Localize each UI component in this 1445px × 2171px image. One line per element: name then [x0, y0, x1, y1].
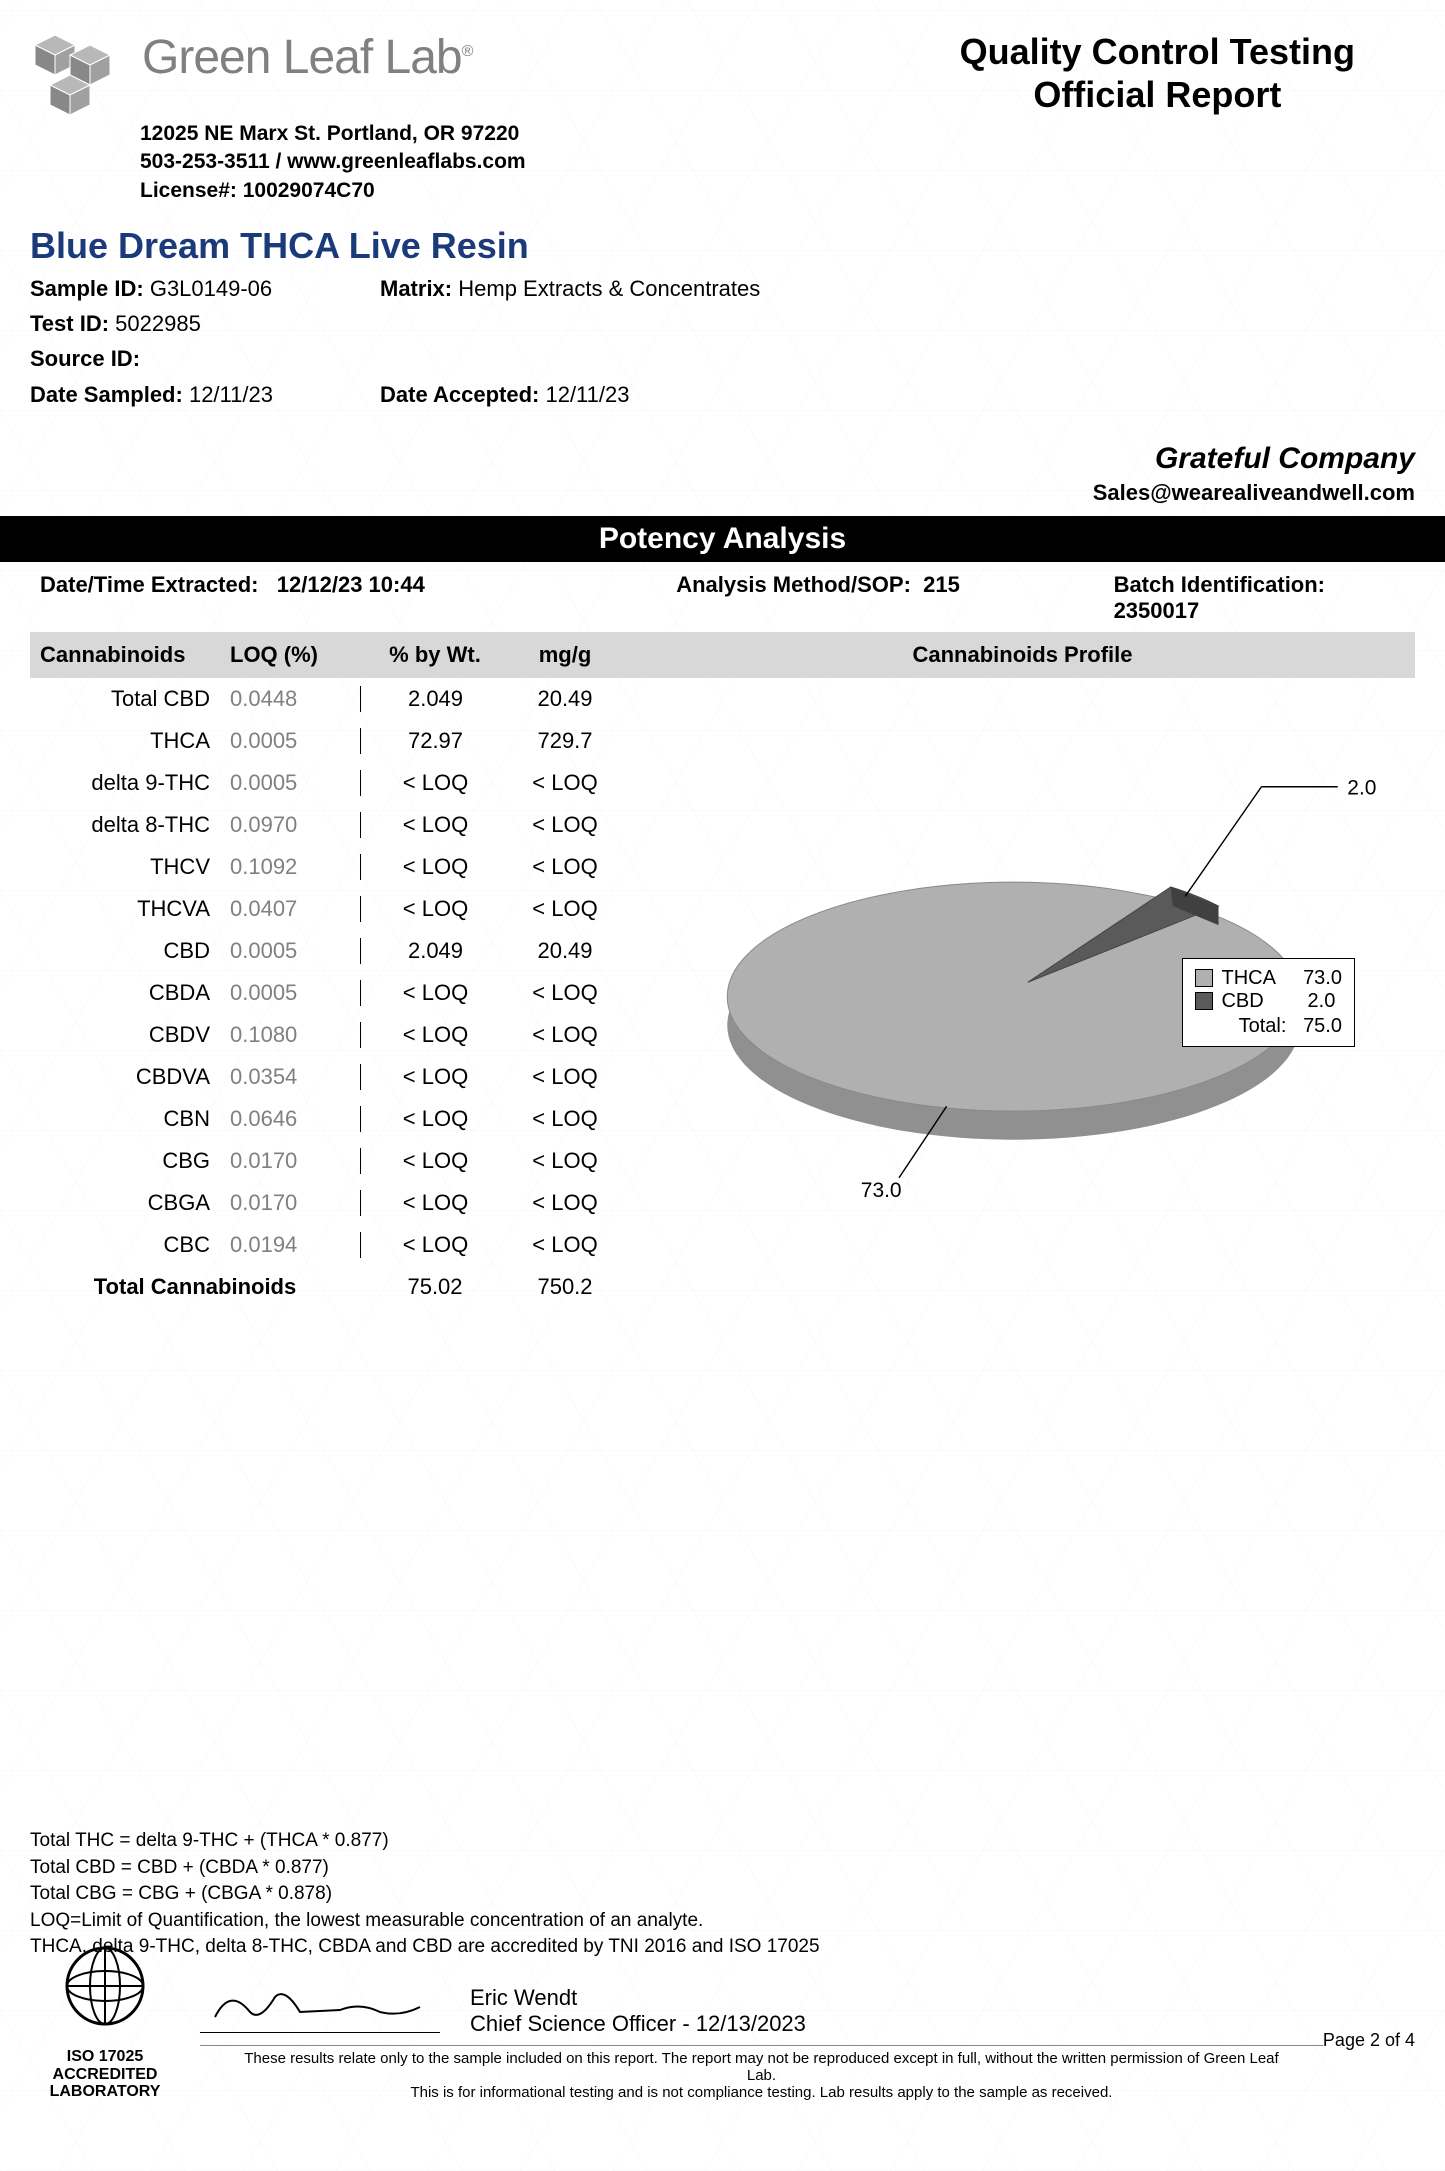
cannabinoids-table: Total CBD0.04482.04920.49THCA0.000572.97…: [30, 678, 630, 1308]
logo-icon: [30, 30, 130, 130]
company-name: Grateful Company: [30, 442, 1415, 476]
table-row: CBC0.0194< LOQ< LOQ: [30, 1224, 630, 1266]
section-title: Potency Analysis: [0, 516, 1445, 562]
table-row: CBGA0.0170< LOQ< LOQ: [30, 1182, 630, 1224]
table-row: Total CBD0.04482.04920.49: [30, 678, 630, 720]
sample-metadata: Sample ID: G3L0149-06 Matrix: Hemp Extra…: [30, 271, 1415, 412]
profile-header: Cannabinoids Profile: [630, 632, 1415, 678]
signatory-title: Chief Science Officer - 12/13/2023: [470, 2011, 806, 2037]
product-name: Blue Dream THCA Live Resin: [30, 225, 1415, 267]
company-block: Grateful Company Sales@wearealiveandwell…: [30, 442, 1415, 506]
callout-thca: 73.0: [861, 1179, 902, 1202]
signatory-name: Eric Wendt: [470, 1985, 806, 2011]
analysis-metadata: Date/Time Extracted: 12/12/23 10:44 Anal…: [30, 562, 1415, 632]
lab-name: Green Leaf Lab®: [142, 30, 472, 85]
table-row: CBD0.00052.04920.49: [30, 930, 630, 972]
table-row: CBDVA0.0354< LOQ< LOQ: [30, 1056, 630, 1098]
table-header: Cannabinoids LOQ (%) % by Wt. mg/g: [30, 632, 630, 678]
chart-legend: THCA 73.0 CBD 2.0 Total: 75.0: [1182, 958, 1355, 1047]
disclaimer: These results relate only to the sample …: [200, 2045, 1323, 2101]
table-row: CBN0.0646< LOQ< LOQ: [30, 1098, 630, 1140]
company-email: Sales@wearealiveandwell.com: [30, 480, 1415, 506]
table-row: CBG0.0170< LOQ< LOQ: [30, 1140, 630, 1182]
signature-line: [200, 1983, 440, 2033]
table-row: THCA0.000572.97729.7: [30, 720, 630, 762]
globe-icon: [45, 1941, 165, 2041]
table-row: delta 9-THC0.0005< LOQ< LOQ: [30, 762, 630, 804]
callout-cbd: 2.0: [1347, 776, 1376, 799]
lab-address: 12025 NE Marx St. Portland, OR 97220 503…: [140, 120, 1415, 205]
report-title: Quality Control Testing Official Report: [960, 30, 1415, 116]
page-number: Page 2 of 4: [1323, 2030, 1415, 2101]
table-total-row: Total Cannabinoids75.02750.2: [30, 1266, 630, 1308]
table-row: THCVA0.0407< LOQ< LOQ: [30, 888, 630, 930]
table-row: CBDA0.0005< LOQ< LOQ: [30, 972, 630, 1014]
table-row: delta 8-THC0.0970< LOQ< LOQ: [30, 804, 630, 846]
table-row: THCV0.1092< LOQ< LOQ: [30, 846, 630, 888]
accreditation-badge: ISO 17025 ACCREDITED LABORATORY: [30, 1941, 180, 2101]
signature-icon: [210, 1982, 430, 2030]
table-row: CBDV0.1080< LOQ< LOQ: [30, 1014, 630, 1056]
lab-logo-block: Green Leaf Lab®: [30, 30, 472, 130]
cannabinoids-pie-chart: 73.0 2.0 THCA 73.0 CBD 2.0 Total: 75.0: [630, 678, 1415, 1308]
